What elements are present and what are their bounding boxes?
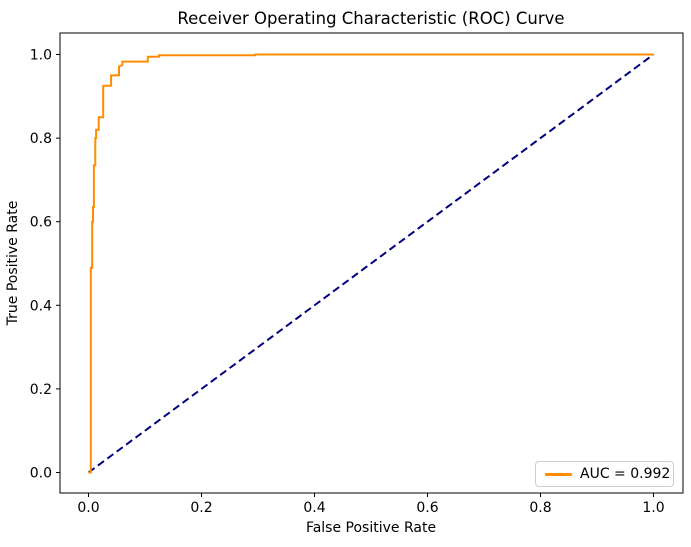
y-axis-label: True Positive Rate	[5, 201, 21, 327]
y-tick-label: 0.4	[30, 298, 52, 314]
diagonal-reference-line	[87, 53, 655, 474]
y-tick-label: 1.0	[30, 48, 52, 64]
x-axis-ticks: 0.0 0.2 0.4 0.6 0.8 1.0	[77, 493, 665, 516]
y-tick-label: 0.6	[30, 215, 52, 231]
x-tick-label: 0.6	[416, 500, 438, 516]
roc-curve	[88, 53, 654, 474]
x-tick-label: 0.8	[529, 500, 551, 516]
y-tick-label: 0.0	[30, 466, 52, 482]
x-tick-label: 0.4	[303, 500, 325, 516]
y-tick-label: 0.8	[30, 131, 52, 147]
chart-title: Receiver Operating Characteristic (ROC) …	[177, 9, 564, 28]
y-axis-ticks: 0.0 0.2 0.4 0.6 0.8 1.0	[30, 48, 60, 482]
legend-label: AUC = 0.992	[580, 466, 671, 482]
series-group	[87, 53, 655, 474]
x-tick-label: 0.0	[77, 500, 99, 516]
legend-line-sample	[545, 472, 572, 476]
plot-border	[59, 32, 684, 494]
x-tick-label: 1.0	[642, 500, 664, 516]
x-tick-label: 0.2	[190, 500, 212, 516]
legend: AUC = 0.992	[535, 461, 674, 487]
y-tick-label: 0.2	[30, 382, 52, 398]
x-axis-label: False Positive Rate	[306, 520, 436, 536]
